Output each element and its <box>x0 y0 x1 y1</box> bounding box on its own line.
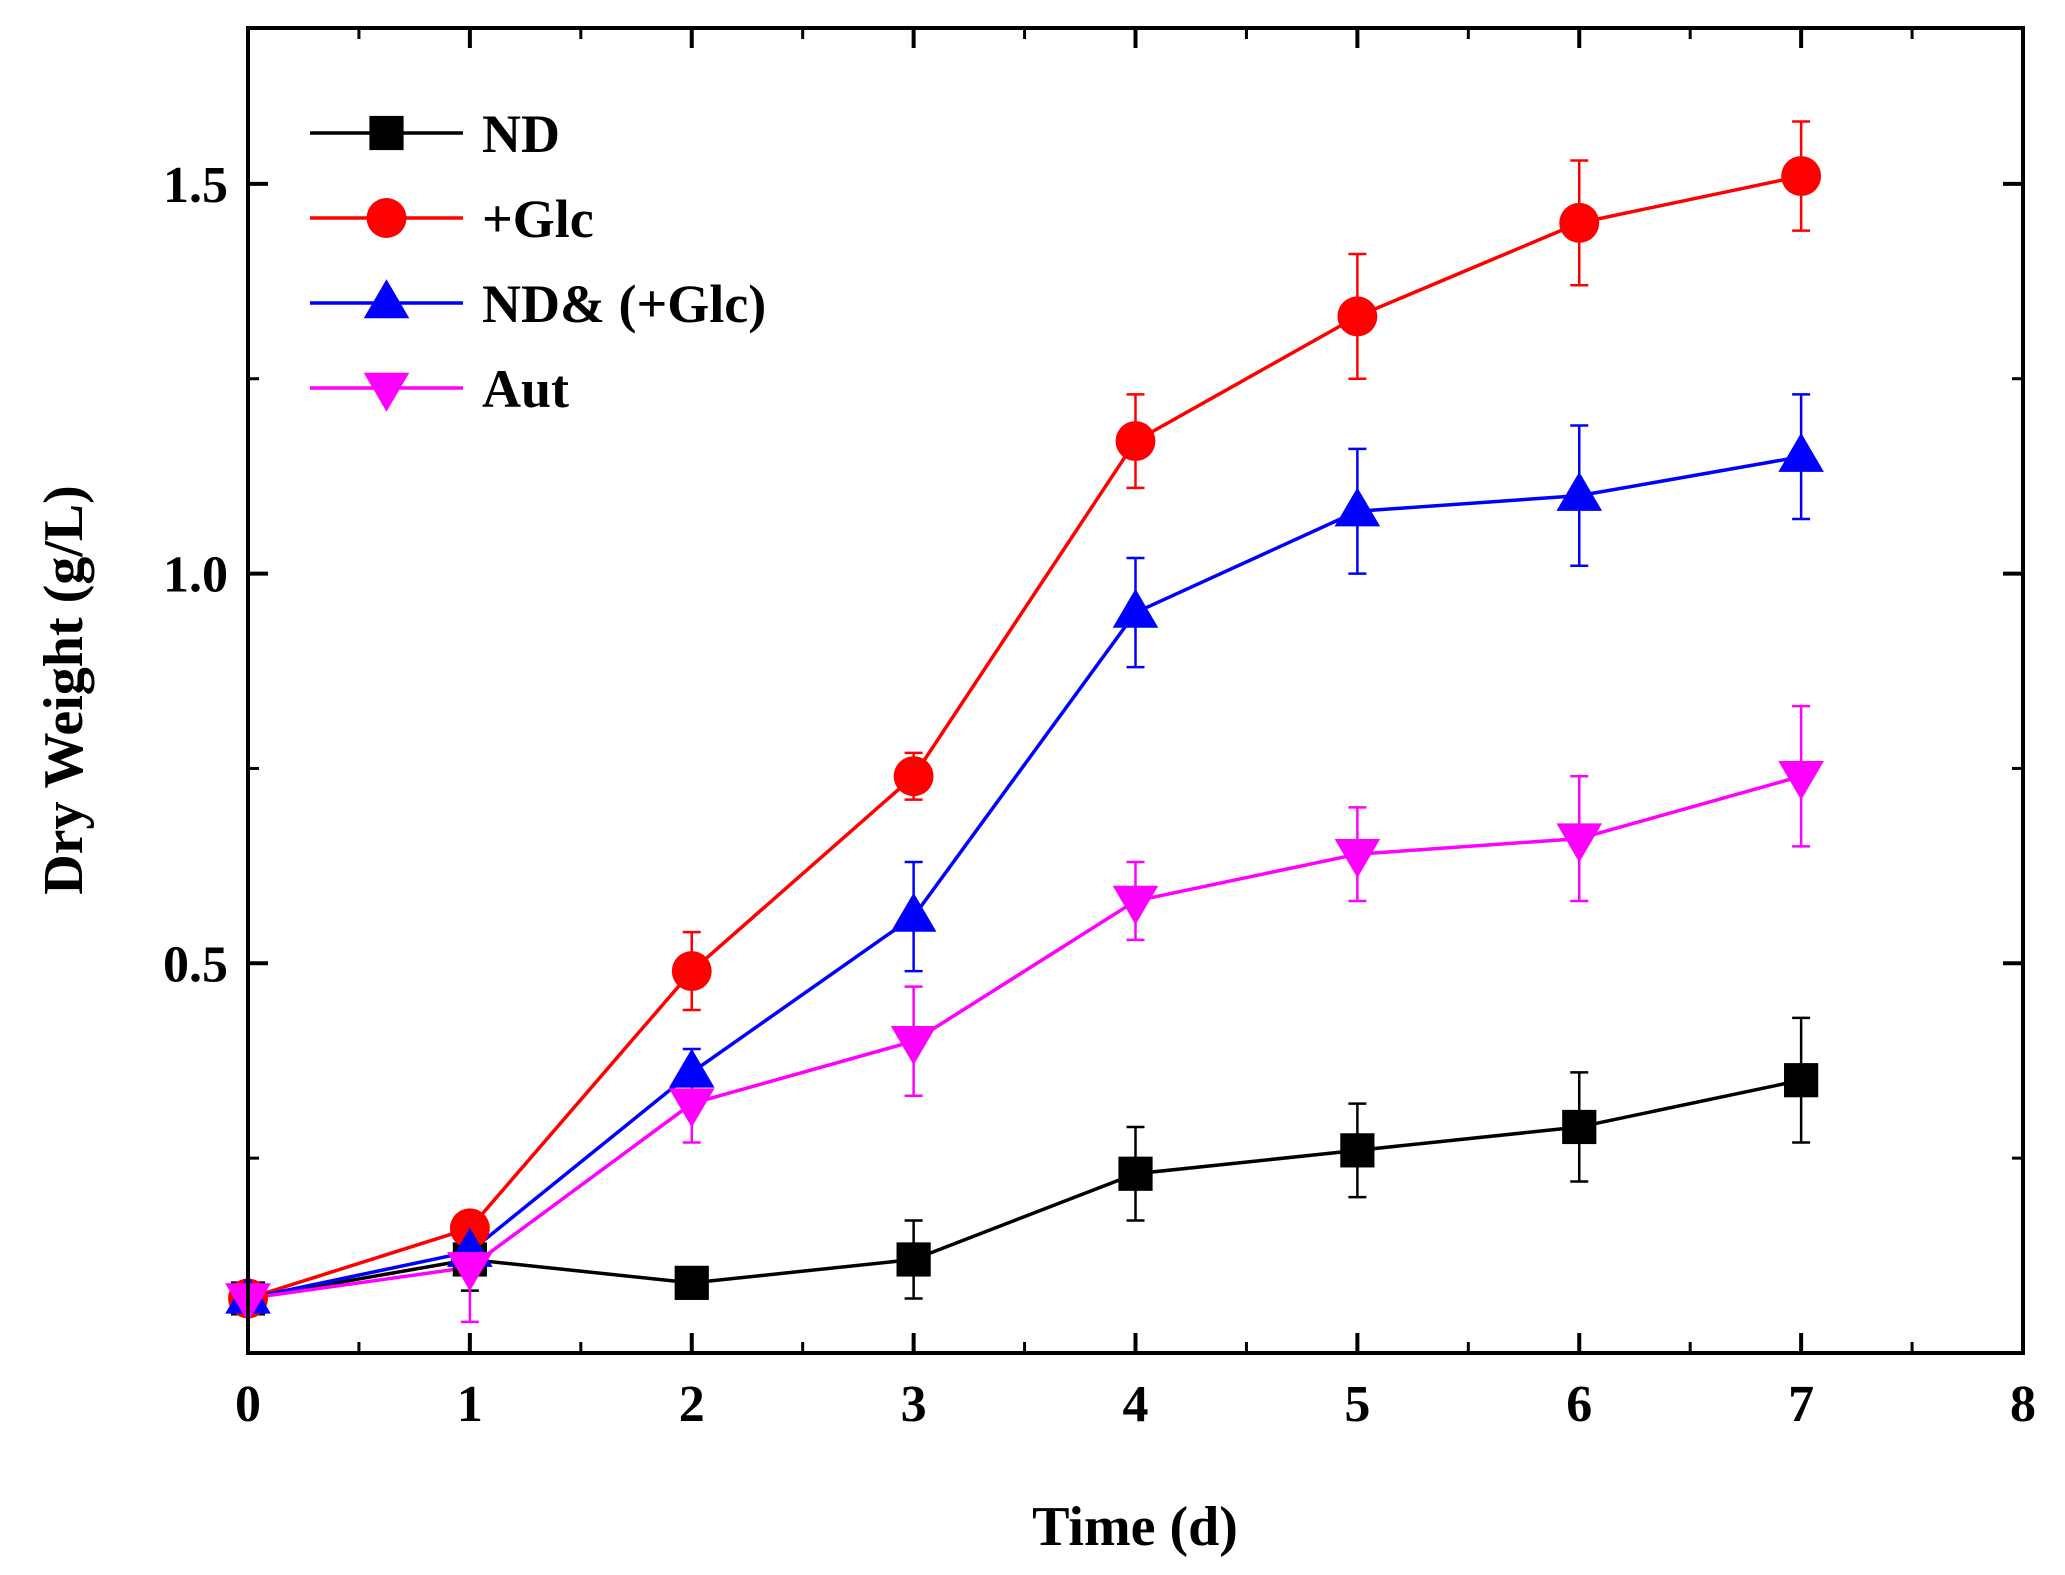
y-axis-title: Dry Weight (g/L) <box>33 485 95 895</box>
data-point-aut <box>1112 885 1159 925</box>
legend-entry-nd-glc: ND& (+Glc) <box>310 274 766 334</box>
data-point-nd-glc <box>1112 588 1159 628</box>
data-point-nd-glc <box>1334 487 1381 527</box>
legend-label-aut: Aut <box>482 359 569 419</box>
data-point-nd <box>1562 1109 1597 1145</box>
data-point-aut <box>890 1026 937 1065</box>
legend-marker-glc <box>366 198 407 238</box>
data-point-aut <box>1556 823 1603 863</box>
series-lines <box>247 174 1802 1301</box>
legend-marker-aut <box>363 372 410 412</box>
data-point-aut <box>447 1252 493 1292</box>
x-tick-label: 3 <box>901 1376 927 1433</box>
series-line-nd-glc <box>247 454 1802 1301</box>
data-point-nd <box>1784 1063 1819 1098</box>
data-point-glc <box>671 951 712 992</box>
data-point-nd <box>896 1242 931 1277</box>
series-line-aut <box>247 774 1802 1301</box>
x-tick-label: 4 <box>1123 1376 1149 1433</box>
data-point-glc <box>1115 421 1156 462</box>
y-tick-label: 1.5 <box>163 157 228 214</box>
series-line-glc <box>247 174 1802 1301</box>
legend-entry-aut: Aut <box>310 359 569 419</box>
legend-marker-nd <box>369 115 404 151</box>
data-point-glc <box>1559 202 1600 243</box>
x-axis-title: Time (d) <box>1032 1496 1238 1558</box>
data-point-nd-glc <box>668 1048 715 1088</box>
data-point-nd-glc <box>1778 432 1824 472</box>
legend-label-nd: ND <box>482 104 560 164</box>
axis-ticks <box>246 28 2025 1353</box>
x-tick-label: 6 <box>1566 1376 1592 1433</box>
data-point-aut <box>1778 761 1824 800</box>
data-point-nd-glc <box>1556 471 1603 511</box>
data-point-aut <box>1334 838 1381 878</box>
series-markers <box>225 156 1824 1323</box>
legend: ND +Glc ND& (+Glc) Aut <box>310 104 766 419</box>
y-tick-label: 1.0 <box>163 547 228 604</box>
x-tick-label: 5 <box>1344 1376 1370 1433</box>
data-point-nd <box>674 1265 709 1300</box>
y-tick-label: 0.5 <box>163 936 228 993</box>
data-point-nd <box>1340 1133 1375 1168</box>
tick-labels: 0 1 2 3 4 5 6 7 8 0.5 1.0 1.5 <box>163 157 2036 1433</box>
x-tick-label: 7 <box>1788 1376 1814 1433</box>
x-tick-label: 0 <box>235 1376 261 1433</box>
x-tick-label: 1 <box>457 1376 483 1433</box>
data-point-glc <box>1337 296 1378 337</box>
data-point-nd-glc <box>890 892 937 932</box>
data-point-glc <box>893 756 934 797</box>
legend-entry-glc: +Glc <box>310 189 594 249</box>
series-line-nd <box>247 1078 1802 1301</box>
legend-entry-nd: ND <box>310 104 560 164</box>
x-tick-label: 8 <box>2010 1376 2036 1433</box>
x-tick-label: 2 <box>679 1376 705 1433</box>
legend-marker-nd-glc <box>363 279 410 319</box>
data-point-nd <box>1118 1156 1153 1191</box>
data-point-glc <box>1781 156 1822 197</box>
legend-label-nd-glc: ND& (+Glc) <box>482 274 766 334</box>
legend-label-glc: +Glc <box>482 189 594 249</box>
data-point-aut <box>668 1088 715 1128</box>
